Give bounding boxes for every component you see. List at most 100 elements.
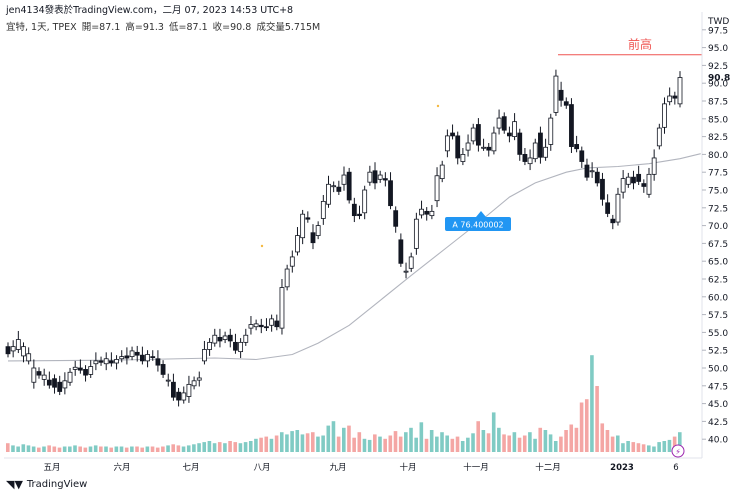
candle-body (41, 374, 47, 380)
y-tick-label: 67.5 (708, 240, 728, 250)
candle-body (93, 360, 99, 365)
candle-body (625, 176, 631, 185)
volume-bar (47, 445, 51, 452)
publish-caption: jen4134發表於TradingView.com，二月 07, 2023 14… (6, 5, 294, 16)
candle-body (248, 324, 254, 329)
volume-bar (342, 427, 346, 452)
volume-bar (652, 446, 656, 452)
candle-body (548, 117, 554, 145)
volume-bar (238, 443, 243, 452)
candle-body (507, 132, 512, 137)
candle-body (667, 95, 673, 103)
volume-bar (166, 445, 170, 452)
candle-body (108, 360, 114, 364)
x-tick-label: 十二月 (535, 462, 561, 473)
volume-bar (404, 432, 408, 452)
x-tick-label: 八月 (253, 463, 270, 473)
volume-bar (274, 435, 279, 452)
candle-body (139, 354, 145, 362)
candle-body (563, 101, 569, 106)
x-tick-label: 2023 (610, 463, 634, 473)
volume-bar (419, 422, 424, 452)
candle-body (300, 213, 306, 239)
candle-body (538, 132, 543, 158)
volume-bar (305, 433, 310, 452)
volume-bar (42, 446, 46, 452)
candle-body (274, 320, 280, 328)
volume-bar (68, 446, 72, 452)
volume-bar (414, 437, 418, 452)
volume-bar (548, 434, 553, 452)
volume-bar (672, 436, 677, 452)
volume-bar (383, 438, 387, 452)
volume-bar (507, 435, 512, 452)
volume-bar (300, 434, 305, 452)
candle-body (26, 353, 32, 362)
candle-body (233, 341, 238, 351)
candle-body (305, 217, 311, 220)
candle-body (651, 157, 657, 175)
candle-body (600, 178, 605, 200)
volume-bar (150, 446, 155, 452)
candle-body (465, 142, 471, 151)
volume-bar (207, 441, 212, 452)
volume-bar (197, 443, 201, 452)
candle-body (475, 124, 481, 146)
volume-bar (6, 443, 10, 452)
volume-bar (248, 441, 253, 452)
candle-body (388, 180, 393, 207)
candle-body (615, 193, 621, 223)
volume-bar (378, 436, 382, 452)
volume-bar (285, 434, 289, 452)
volume-bar (119, 446, 124, 452)
candle-body (631, 176, 636, 184)
candle-body (57, 381, 63, 392)
x-tick-label: 九月 (329, 463, 346, 473)
volume-bar (37, 447, 41, 452)
x-tick-label: 七月 (182, 463, 199, 473)
candle-body (636, 173, 642, 182)
volume-bar (584, 399, 589, 452)
candle-body (403, 270, 409, 273)
candle-body (103, 358, 109, 365)
volume-bar (202, 442, 207, 452)
volume-bar (424, 438, 429, 452)
volume-bar (114, 446, 119, 452)
volume-bar (155, 447, 160, 452)
volume-bar (223, 443, 227, 452)
candle-body (160, 364, 166, 375)
volume-bar (264, 436, 269, 452)
candle-body (124, 355, 130, 359)
volume-bar (16, 446, 20, 452)
volume-bar (145, 446, 150, 452)
y-tick-label: 42.5 (708, 418, 728, 428)
volume-bar (569, 424, 574, 452)
candle-body (444, 135, 450, 152)
volume-bar (460, 441, 465, 452)
volume-bar (398, 436, 403, 452)
volume-bar (564, 430, 568, 452)
candle-body (10, 346, 16, 352)
candle-body (181, 392, 187, 401)
candle-body (186, 383, 192, 397)
y-tick-label: 62.5 (708, 276, 728, 286)
volume-bar (533, 438, 537, 452)
candle-body (419, 208, 424, 216)
y-tick-label: 57.5 (708, 311, 728, 321)
candle-body (15, 339, 21, 350)
candle-body (284, 268, 290, 288)
volume-bar (440, 432, 444, 452)
candle-body (579, 150, 585, 162)
volume-bar (290, 431, 294, 452)
ma-tag-pointer (476, 211, 486, 217)
candle-body (315, 225, 321, 236)
candle-body (672, 95, 678, 99)
candle-body (83, 369, 88, 376)
candle-body (357, 213, 362, 217)
volume-bar (52, 446, 57, 452)
candle-body (129, 350, 135, 358)
volume-bar (579, 402, 584, 452)
candle-body (295, 235, 300, 253)
